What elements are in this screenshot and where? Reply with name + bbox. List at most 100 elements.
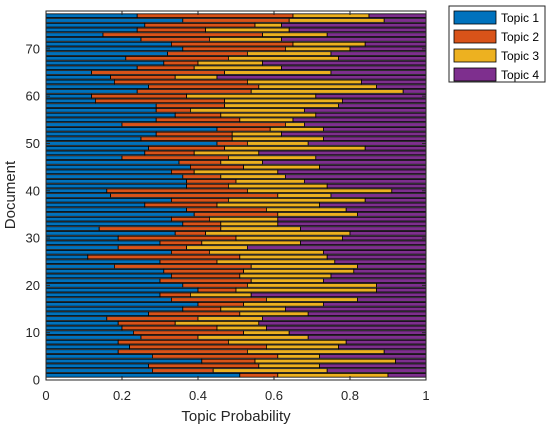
- bar-segment-doc4-topic1: [45, 358, 203, 364]
- bar-segment-doc76-topic4: [383, 18, 427, 23]
- bar-segment-doc51-topic2: [140, 136, 233, 142]
- bar-segment-doc63-topic1: [45, 79, 115, 85]
- bar-segment-doc18-topic3: [189, 292, 252, 298]
- bar-segment-doc35-topic2: [193, 212, 279, 217]
- bar-segment-doc11-topic3: [216, 325, 267, 331]
- bar-segment-doc5-topic1: [45, 354, 153, 359]
- y-tick-label: 70: [26, 41, 40, 56]
- bar-segment-doc51-topic1: [45, 136, 142, 142]
- bar-segment-doc29-topic1: [45, 240, 161, 246]
- bar-segment-doc11-topic2: [121, 325, 218, 331]
- bar-segment-doc67-topic3: [197, 60, 263, 66]
- bar-segment-doc33-topic3: [220, 221, 279, 227]
- bar-segment-doc73-topic3: [262, 32, 328, 37]
- bar-segment-doc50-topic3: [246, 141, 309, 146]
- bar-segment-doc71-topic4: [364, 41, 427, 47]
- bar-segment-doc48-topic1: [45, 150, 146, 156]
- bar-segment-doc3-topic4: [319, 363, 427, 369]
- bar-segment-doc12-topic1: [45, 320, 119, 326]
- y-tick-label: 0: [33, 373, 40, 388]
- bar-segment-doc76-topic3: [288, 18, 385, 23]
- bar-segment-doc19-topic3: [235, 287, 378, 293]
- bar-segment-doc65-topic1: [45, 70, 92, 75]
- bar-segment-doc14-topic3: [239, 311, 309, 317]
- bar-segment-doc69-topic4: [330, 51, 427, 56]
- bar-segment-doc1-topic4: [387, 372, 427, 378]
- bar-segment-doc46-topic4: [262, 160, 427, 165]
- bar-segment-doc51-topic3: [231, 136, 324, 142]
- bar-segment-doc74-topic1: [45, 27, 138, 33]
- bar-segment-doc15-topic1: [45, 306, 184, 312]
- bar-segment-doc34-topic2: [170, 216, 210, 222]
- bar-segment-doc53-topic1: [45, 126, 218, 132]
- bar-segment-doc56-topic3: [220, 112, 317, 118]
- bar-segment-doc50-topic1: [45, 141, 218, 146]
- bar-segment-doc61-topic2: [136, 89, 252, 94]
- bar-segment-doc6-topic3: [246, 349, 385, 354]
- bar-segment-doc28-topic4: [246, 245, 427, 250]
- bar-segment-doc46-topic1: [45, 160, 180, 165]
- bar-segment-doc12-topic4: [258, 320, 427, 326]
- bar-segment-doc60-topic3: [186, 93, 317, 99]
- bar-segment-doc4-topic3: [254, 358, 397, 364]
- x-tick-label: 0.8: [341, 388, 359, 403]
- bar-segment-doc7-topic4: [338, 344, 427, 350]
- y-tick-label: 40: [26, 183, 40, 198]
- bar-segment-doc28-topic1: [45, 245, 119, 250]
- bar-segment-doc34-topic3: [208, 216, 279, 222]
- bar-segment-doc47-topic3: [227, 155, 317, 160]
- bar-segment-doc74-topic2: [136, 27, 206, 33]
- bar-segment-doc57-topic2: [155, 108, 191, 113]
- bar-segment-doc49-topic2: [148, 145, 226, 151]
- bar-segment-doc68-topic1: [45, 56, 127, 61]
- bar-segment-doc13-topic1: [45, 316, 108, 321]
- bar-segment-doc10-topic3: [243, 330, 290, 335]
- bar-segment-doc3-topic3: [258, 363, 320, 369]
- bar-segment-doc12-topic3: [174, 320, 260, 326]
- bar-segment-doc42-topic4: [303, 179, 427, 184]
- bar-segment-doc71-topic2: [170, 41, 294, 47]
- bar-segment-doc58-topic1: [45, 103, 157, 108]
- bar-segment-doc60-topic2: [91, 93, 187, 99]
- bar-segment-doc30-topic1: [45, 235, 119, 241]
- bar-segment-doc9-topic1: [45, 335, 142, 340]
- bar-segment-doc5-topic3: [277, 354, 320, 359]
- bar-segment-doc61-topic4: [402, 89, 427, 94]
- bar-segment-doc6-topic1: [45, 349, 119, 354]
- bar-segment-doc59-topic2: [95, 98, 225, 104]
- bar-segment-doc29-topic3: [201, 240, 302, 246]
- bar-segment-doc43-topic2: [182, 174, 222, 179]
- bar-segment-doc36-topic4: [345, 207, 427, 212]
- bar-segment-doc33-topic4: [277, 221, 427, 227]
- x-tick-label: 0: [42, 388, 49, 403]
- bar-segment-doc54-topic1: [45, 122, 123, 127]
- bar-segment-doc66-topic2: [136, 65, 195, 71]
- bar-segment-doc19-topic2: [197, 287, 237, 293]
- bar-segment-doc14-topic4: [307, 311, 427, 317]
- bar-segment-doc75-topic1: [45, 22, 146, 28]
- bar-segment-doc77-topic2: [136, 13, 294, 19]
- bar-segment-doc72-topic3: [208, 37, 282, 42]
- bar-segment-doc51-topic4: [322, 136, 427, 142]
- bar-segment-doc77-topic1: [45, 13, 138, 19]
- bar-segment-doc31-topic2: [174, 231, 206, 236]
- bar-segment-doc45-topic2: [189, 164, 244, 170]
- bar-segment-doc36-topic2: [186, 207, 267, 212]
- bar-segment-doc57-topic1: [45, 108, 157, 113]
- bar-segment-doc64-topic2: [110, 74, 176, 80]
- bar-segment-doc15-topic4: [284, 306, 427, 312]
- bar-segment-doc7-topic3: [265, 344, 339, 350]
- bar-segment-doc67-topic4: [262, 60, 427, 66]
- bar-segment-doc52-topic2: [155, 131, 233, 137]
- bar-segment-doc52-topic3: [231, 131, 282, 137]
- bar-segment-doc55-topic3: [239, 117, 294, 123]
- bar-segment-doc22-topic3: [239, 273, 332, 279]
- bar-segment-doc41-topic2: [186, 183, 229, 189]
- bar-segment-doc17-topic2: [170, 297, 267, 302]
- bar-segment-doc27-topic1: [45, 249, 172, 255]
- bar-segment-doc70-topic4: [349, 46, 427, 52]
- bar-segment-doc15-topic2: [182, 306, 222, 312]
- bar-segment-doc16-topic4: [322, 302, 427, 307]
- bar-segment-doc69-topic1: [45, 51, 168, 56]
- y-axis: 0 10 20 30 40 50 60 70: [26, 41, 426, 388]
